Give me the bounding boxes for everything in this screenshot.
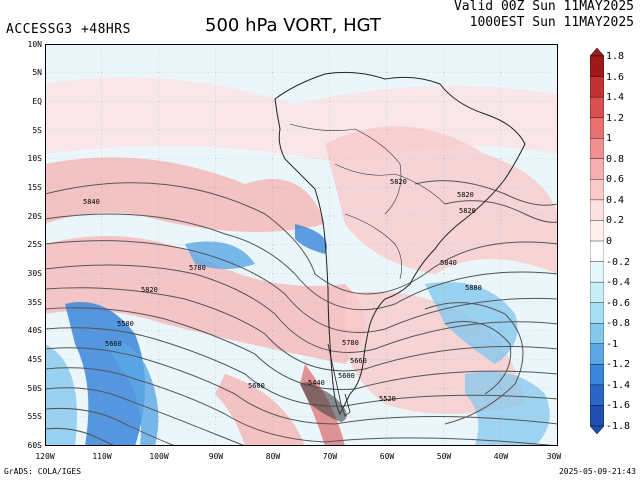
contour-label: 5600 xyxy=(248,382,265,390)
colorbar-cell xyxy=(590,179,604,201)
colorbar-cell xyxy=(590,76,604,98)
vorticity-map: 5820 5820 5820 5840 5840 5780 5880 5820 … xyxy=(45,44,558,446)
lat-label: 30S xyxy=(27,269,42,278)
colorbar-cell xyxy=(590,364,604,386)
colorbar-label: 1.4 xyxy=(606,92,625,104)
colorbar xyxy=(590,48,604,434)
lon-label: 60W xyxy=(379,452,395,461)
contour-label: 5840 xyxy=(83,198,100,206)
contour-label: 5840 xyxy=(440,259,457,267)
lon-label: 40W xyxy=(493,452,509,461)
colorbar-label: 0.8 xyxy=(606,153,625,165)
lon-label: 100W xyxy=(149,452,169,461)
colorbar-label: 0.4 xyxy=(606,194,625,206)
colorbar-cell xyxy=(590,281,604,304)
contour-label: 5600 xyxy=(338,372,355,380)
timestamp-label: 2025-05-09-21:43 xyxy=(558,467,636,476)
lat-label: 40S xyxy=(27,326,42,335)
colorbar-label: -0.8 xyxy=(606,318,631,330)
colorbar-label: 1.2 xyxy=(606,112,625,124)
colorbar-bottom-arrow xyxy=(590,425,604,434)
lon-label: 70W xyxy=(322,452,338,461)
map-frame xyxy=(45,44,558,446)
colorbar-label: 1.6 xyxy=(606,71,625,83)
plot-title: 500 hPa VORT, HGT xyxy=(205,15,381,36)
lat-lon-grid xyxy=(45,44,558,446)
colorbar-cell xyxy=(590,220,604,242)
lat-label: 20S xyxy=(27,212,42,221)
colorbar-cell xyxy=(590,261,604,283)
lon-label: 120W xyxy=(35,452,55,461)
contour-label: 5580 xyxy=(117,320,134,328)
contour-label: 5780 xyxy=(342,339,359,347)
colorbar-cell xyxy=(590,138,604,160)
valid-time-local: 1000EST Sun 11MAY2025 xyxy=(469,15,634,30)
lon-label: 30W xyxy=(546,452,562,461)
coastline xyxy=(274,71,526,422)
lon-label: 90W xyxy=(208,452,224,461)
colorbar-label: -0.6 xyxy=(606,297,631,309)
colorbar-label: 1.8 xyxy=(606,51,625,62)
contour-label: 5520 xyxy=(379,395,396,403)
colorbar-label: 0.6 xyxy=(606,174,625,186)
lon-label: 80W xyxy=(265,452,281,461)
lat-label: 35S xyxy=(27,298,42,307)
colorbar-cell xyxy=(590,55,604,78)
lat-label: 10S xyxy=(27,154,42,163)
contour-label: 5820 xyxy=(457,191,474,199)
colorbar-label: -0.4 xyxy=(606,277,631,289)
contour-label: 5820 xyxy=(459,207,476,215)
colorbar-cell xyxy=(590,323,604,345)
colorbar-label: -1.4 xyxy=(606,379,631,391)
contour-label: 5880 xyxy=(465,284,482,292)
colorbar-cell xyxy=(590,302,604,324)
lat-label: 25S xyxy=(27,240,42,249)
lat-label: 45S xyxy=(27,355,42,364)
colorbar-label: -1 xyxy=(606,338,619,350)
colorbar-cell xyxy=(590,405,604,427)
lat-label: 55S xyxy=(27,412,42,421)
colorbar-label: -1.6 xyxy=(606,400,631,412)
colorbar-label: -0.2 xyxy=(606,256,631,268)
model-label: ACCESSG3 +48HRS xyxy=(6,22,131,37)
contour-label: 5820 xyxy=(141,286,158,294)
lat-label: 10N xyxy=(27,40,42,49)
colorbar-cell xyxy=(590,117,604,139)
colorbar-cell xyxy=(590,199,604,221)
lat-label: 5S xyxy=(32,126,42,135)
colorbar-label: -1.2 xyxy=(606,359,631,371)
contour-label: 5780 xyxy=(189,264,206,272)
credit-label: GrADS: COLA/IGES xyxy=(4,467,82,476)
lat-label: 60S xyxy=(27,441,42,450)
lat-label: 5N xyxy=(32,68,42,77)
lat-label: EQ xyxy=(32,97,42,106)
contour-label: 5820 xyxy=(390,178,407,186)
contour-label: 5660 xyxy=(105,340,122,348)
colorbar-cell xyxy=(590,158,604,180)
colorbar-label: 0 xyxy=(606,236,613,247)
lon-label: 110W xyxy=(92,452,112,461)
lon-label: 50W xyxy=(436,452,452,461)
colorbar-top-arrow xyxy=(590,48,604,57)
colorbar-cell xyxy=(590,96,604,119)
valid-time-utc: Valid 00Z Sun 11MAY2025 xyxy=(453,0,634,14)
colorbar-cell xyxy=(590,343,604,365)
colorbar-label: 0.2 xyxy=(606,215,625,227)
lat-label: 50S xyxy=(27,384,42,393)
contour-label: 5660 xyxy=(350,357,367,365)
height-contours xyxy=(45,180,558,446)
contour-label: 5440 xyxy=(308,379,325,387)
colorbar-label: 1 xyxy=(606,133,613,145)
colorbar-label: -1.8 xyxy=(606,421,631,432)
colorbar-cell xyxy=(590,384,604,406)
lat-label: 15S xyxy=(27,183,42,192)
colorbar-cell xyxy=(590,240,604,263)
